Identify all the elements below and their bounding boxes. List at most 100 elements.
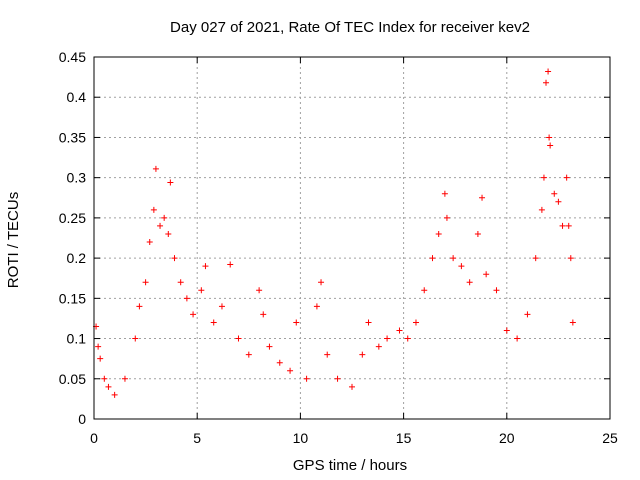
- data-point: [435, 230, 442, 237]
- data-point: [474, 230, 481, 237]
- data-point: [365, 319, 372, 326]
- data-point: [429, 255, 436, 262]
- data-point: [190, 311, 197, 318]
- data-point: [121, 375, 128, 382]
- data-point: [202, 263, 209, 270]
- data-point: [266, 343, 273, 350]
- data-point: [493, 287, 500, 294]
- data-point: [167, 179, 174, 186]
- data-point: [546, 134, 553, 141]
- data-point: [567, 255, 574, 262]
- data-point: [334, 375, 341, 382]
- data-point: [538, 206, 545, 213]
- data-point: [396, 327, 403, 334]
- data-point: [97, 355, 104, 362]
- x-tick-labels: 0 5 10 15 20 25: [90, 430, 618, 446]
- data-point: [198, 287, 205, 294]
- data-point: [157, 222, 164, 229]
- y-tick-labels: 0 0.05 0.1 0.15 0.2 0.25 0.3 0.35 0.4 0.45: [59, 49, 86, 427]
- data-point: [524, 311, 531, 318]
- data-point: [483, 271, 490, 278]
- data-point: [569, 319, 576, 326]
- data-point: [318, 279, 325, 286]
- y-tick-label: 0.4: [67, 89, 87, 105]
- y-axis-label: ROTI / TECUs: [5, 192, 22, 288]
- data-point: [245, 351, 252, 358]
- data-point: [555, 198, 562, 205]
- data-point: [349, 383, 355, 390]
- data-point: [547, 142, 554, 149]
- x-tick-label: 20: [499, 430, 515, 446]
- data-point: [412, 319, 419, 326]
- axis-ticks: [93, 56, 611, 420]
- y-tick-label: 0.35: [59, 129, 86, 145]
- data-point: [458, 263, 465, 270]
- data-point: [503, 327, 510, 334]
- plot-frame: [93, 56, 611, 420]
- y-tick-label: 0.2: [67, 250, 87, 266]
- data-point: [111, 391, 118, 398]
- data-point: [443, 214, 450, 221]
- data-point: [450, 255, 457, 262]
- data-point: [142, 279, 149, 286]
- data-point: [441, 190, 448, 197]
- y-tick-label: 0.45: [59, 49, 86, 65]
- y-tick-label: 0.05: [59, 371, 86, 387]
- data-point: [256, 287, 263, 294]
- data-point: [171, 255, 178, 262]
- x-tick-label: 0: [90, 430, 98, 446]
- data-point: [514, 335, 521, 342]
- data-point: [543, 79, 550, 86]
- data-point: [146, 239, 153, 246]
- data-point: [404, 335, 411, 342]
- data-point: [313, 303, 320, 310]
- x-axis-label: GPS time / hours: [293, 457, 407, 474]
- data-point: [152, 165, 159, 172]
- x-tick-label: 25: [602, 430, 618, 446]
- data-point: [95, 343, 102, 350]
- x-tick-label: 10: [293, 430, 309, 446]
- data-point: [132, 335, 139, 342]
- data-point: [540, 174, 547, 181]
- data-point: [375, 343, 382, 350]
- data-point: [165, 230, 172, 237]
- data-point: [479, 194, 486, 201]
- data-point: [276, 359, 283, 366]
- data-point: [183, 295, 190, 302]
- data-points: [93, 68, 576, 398]
- data-point: [421, 287, 428, 294]
- data-point: [293, 319, 300, 326]
- data-point: [545, 68, 552, 75]
- data-point: [287, 367, 294, 374]
- data-point: [218, 303, 225, 310]
- data-point: [101, 375, 108, 382]
- y-tick-label: 0.1: [67, 331, 87, 347]
- data-point: [384, 335, 391, 342]
- y-tick-label: 0.3: [67, 170, 87, 186]
- data-point: [260, 311, 267, 318]
- y-tick-label: 0.15: [59, 290, 86, 306]
- data-point: [559, 222, 566, 229]
- data-point: [136, 303, 143, 310]
- data-point: [359, 351, 366, 358]
- data-point: [105, 383, 112, 390]
- y-tick-label: 0: [78, 411, 86, 427]
- data-point: [150, 206, 157, 213]
- x-tick-label: 5: [193, 430, 201, 446]
- data-point: [210, 319, 217, 326]
- data-point: [235, 335, 242, 342]
- data-point: [161, 214, 168, 221]
- x-tick-label: 15: [396, 430, 412, 446]
- chart-title: Day 027 of 2021, Rate Of TEC Index for r…: [170, 19, 530, 36]
- data-point: [324, 351, 331, 358]
- data-point: [532, 255, 539, 262]
- data-point: [551, 190, 558, 197]
- data-point: [466, 279, 473, 286]
- data-point: [177, 279, 184, 286]
- data-point: [227, 261, 234, 268]
- grid-lines: [94, 57, 610, 419]
- data-point: [563, 174, 570, 181]
- y-tick-label: 0.25: [59, 210, 86, 226]
- data-point: [565, 222, 572, 229]
